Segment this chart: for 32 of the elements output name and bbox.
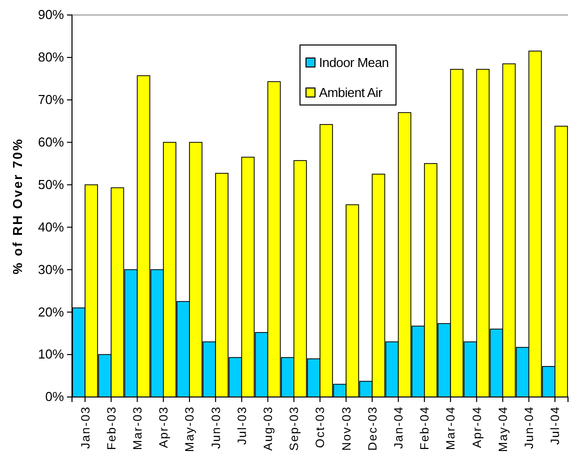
x-tick-label: Jul-03 [234,406,249,445]
x-tick-label: Jul-04 [548,406,562,445]
x-tick-label: Jan-04 [392,406,406,449]
x-tick-label: Apr-03 [156,406,171,448]
x-tick-label: Aug-03 [260,406,275,451]
legend-label: Ambient Air [319,85,384,100]
x-tick-label: Jan-03 [78,406,92,449]
x-tick-label: Mar-03 [130,406,144,450]
legend-label: Indoor Mean [319,55,389,70]
y-tick-label: 30% [38,262,64,277]
y-tick-label: 20% [38,304,64,320]
y-tick-label: 10% [38,346,64,362]
x-tick-label: Dec-03 [365,406,380,451]
x-tick-label: May-04 [496,406,510,452]
x-tick-label: Jun-04 [522,406,536,449]
x-tick-label: Jun-03 [208,406,223,449]
y-tick-label: 70% [38,92,64,108]
x-tick-label: Apr-04 [470,406,484,448]
x-tick-label: Sep-03 [287,406,302,451]
y-tick-label: 0% [45,389,64,404]
x-tick-label: Feb-03 [104,406,118,450]
x-tick-label: Oct-03 [313,406,328,448]
x-tick-label: Nov-03 [339,406,354,451]
y-tick-label: 40% [38,219,64,234]
x-tick-label: Mar-04 [444,406,458,450]
y-axis-title: % of RH Over 70% [10,138,25,274]
y-tick-label: 50% [38,176,64,192]
x-tick-label: Feb-04 [418,406,432,450]
y-tick-label: 90% [38,7,64,22]
y-tick-label: 60% [38,134,64,150]
x-tick-label: May-03 [182,406,197,452]
y-tick-label: 80% [38,50,64,65]
